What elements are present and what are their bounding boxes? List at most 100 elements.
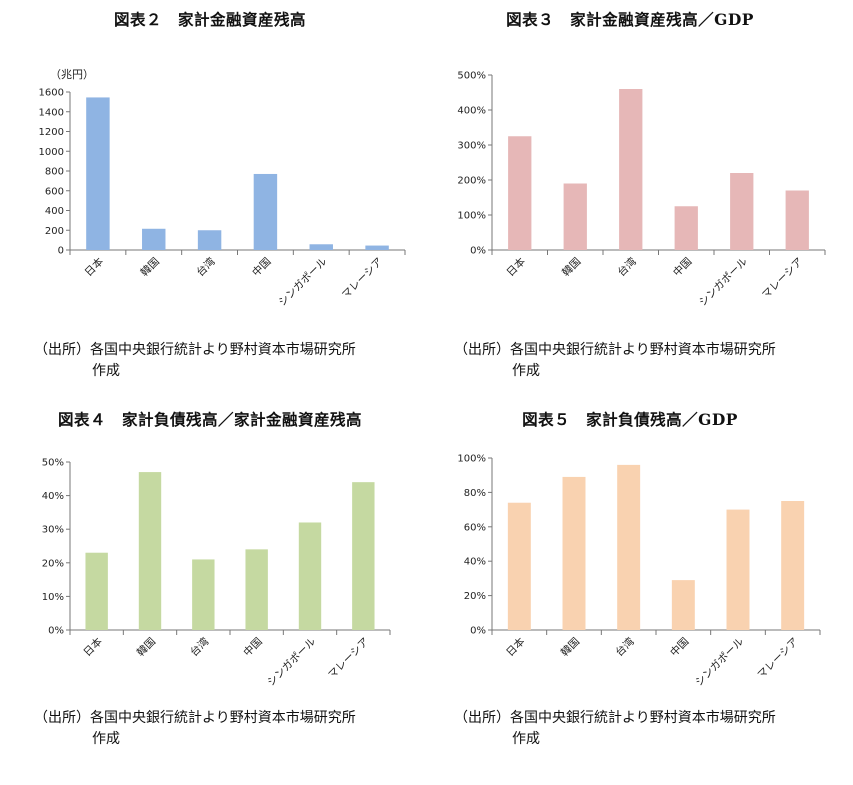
x-tick-label: マレーシア (760, 256, 805, 301)
bar-4 (298, 522, 322, 630)
y-tick-label: 1400 (39, 107, 64, 118)
bar-2 (192, 559, 215, 630)
y-tick-label: 200 (45, 226, 64, 237)
bar-chart-household-financial-assets: （兆円） 0 200 400 600 800 1000 1200 1400 1600 日本 韓国 台湾 中… (39, 68, 406, 309)
bar-2 (197, 230, 222, 250)
bar-3 (245, 549, 268, 630)
bar-0 (507, 502, 531, 630)
y-tick-label: 10% (42, 592, 64, 603)
source-line-1: （出所）各国中央銀行統計より野村資本市場研究所 (454, 710, 776, 726)
y-tick-label: 800 (45, 167, 64, 178)
x-tick-label: 韓国 (139, 256, 162, 279)
chart-panel-2: 図表２ 家計金融資産残高 （兆円） 0 200 400 600 800 1000 1200 14… (0, 0, 420, 385)
y-tick-label: 1000 (39, 147, 64, 158)
y-tick-label: 20% (42, 558, 64, 569)
y-tick-label: 40% (464, 557, 486, 568)
bar-chart-debt-to-assets: 0% 10% 20% 30% 40% 50% 日本 韓国 台湾 中国 シンガポール マレーシア (42, 458, 391, 689)
source-note: （出所）各国中央銀行統計より野村資本市場研究所 作成 (34, 708, 356, 750)
chart-panel-5: 図表５ 家計負債残高／GDP 0% 20% 40% 60% 80% 100% 日本 韓国 台湾 中… (420, 400, 840, 785)
y-tick-label: 80% (464, 488, 486, 499)
x-tick-label: 台湾 (194, 255, 218, 279)
bar-4 (730, 173, 754, 250)
chart-title: 図表３ 家計金融資産残高／GDP (506, 10, 754, 29)
bar-1 (142, 228, 166, 250)
bar-5 (785, 190, 809, 250)
source-line-2: 作成 (92, 731, 120, 747)
source-note: （出所）各国中央銀行統計より野村資本市場研究所 作成 (454, 340, 776, 382)
x-tick-label: 台湾 (187, 635, 211, 659)
y-tick-label: 1600 (39, 88, 64, 99)
y-tick-label: 0% (470, 626, 486, 637)
y-tick-label: 1200 (39, 127, 64, 138)
source-line-1: （出所）各国中央銀行統計より野村資本市場研究所 (34, 710, 356, 726)
bar-5 (365, 245, 389, 250)
y-tick-label: 400 (45, 206, 64, 217)
bar-3 (671, 580, 695, 630)
y-tick-label: 40% (42, 491, 64, 502)
x-tick-label: シンガポール (265, 636, 318, 689)
y-tick-label: 30% (42, 525, 64, 536)
source-note: （出所）各国中央銀行統計より野村資本市場研究所 作成 (454, 708, 776, 750)
bar-5 (781, 501, 805, 630)
source-line-2: 作成 (512, 731, 540, 747)
y-unit-label: （兆円） (50, 68, 94, 81)
source-line-2: 作成 (512, 363, 540, 379)
x-tick-label: シンガポール (276, 256, 329, 309)
x-tick-label: シンガポール (697, 256, 750, 309)
bar-3 (674, 206, 698, 250)
source-note: （出所）各国中央銀行統計より野村資本市場研究所 作成 (34, 340, 356, 382)
bar-4 (726, 509, 750, 630)
bar-1 (138, 472, 162, 630)
y-tick-label: 200% (457, 176, 486, 187)
x-tick-label: 日本 (503, 635, 527, 659)
source-line-1: （出所）各国中央銀行統計より野村資本市場研究所 (454, 342, 776, 358)
bar-5 (352, 482, 375, 630)
y-tick-label: 100% (457, 454, 486, 465)
y-tick-label: 100% (457, 211, 486, 222)
y-tick-label: 60% (464, 522, 486, 533)
bar-0 (86, 97, 110, 251)
bar-4 (309, 244, 333, 250)
y-tick-label: 20% (464, 591, 486, 602)
x-tick-label: 台湾 (615, 255, 639, 279)
chart-panel-3: 図表３ 家計金融資産残高／GDP 0% 100% 200% 300% 400% 500% 日… (420, 0, 840, 385)
y-tick-label: 600 (45, 186, 64, 197)
bar-0 (85, 552, 108, 630)
bar-1 (563, 183, 587, 250)
x-tick-label: 中国 (249, 255, 273, 279)
bar-1 (562, 476, 586, 630)
x-tick-label: マレーシア (326, 636, 371, 681)
x-tick-label: 日本 (504, 255, 528, 279)
chart-panel-4: 図表４ 家計負債残高／家計金融資産残高 0% 10% 20% 30% 40% 50% 日本 韓… (0, 400, 420, 785)
x-tick-label: シンガポール (693, 636, 746, 689)
y-tick-label: 300% (457, 141, 486, 152)
x-tick-label: 中国 (667, 635, 691, 659)
bar-2 (619, 89, 643, 250)
x-tick-label: 日本 (82, 255, 106, 279)
bar-chart-debt-to-gdp: 0% 20% 40% 60% 80% 100% 日本 韓国 台湾 中国 シンガポール マレーシア (457, 454, 821, 689)
x-tick-label: マレーシア (755, 636, 800, 681)
bar-2 (617, 464, 641, 630)
x-tick-label: 日本 (81, 635, 105, 659)
y-tick-label: 500% (457, 71, 486, 82)
y-tick-label: 0% (48, 626, 64, 637)
x-tick-label: 台湾 (613, 635, 637, 659)
x-tick-label: 韓国 (135, 636, 158, 659)
chart-title: 図表４ 家計負債残高／家計金融資産残高 (57, 410, 362, 429)
y-tick-label: 50% (42, 458, 64, 469)
x-tick-label: 韓国 (560, 256, 583, 279)
x-tick-label: 韓国 (559, 636, 582, 659)
chart-title: 図表２ 家計金融資産残高 (113, 10, 306, 29)
bar-3 (253, 173, 278, 250)
x-tick-label: 中国 (670, 255, 694, 279)
source-line-2: 作成 (92, 363, 120, 379)
bar-0 (508, 136, 532, 250)
x-tick-label: マレーシア (340, 256, 385, 301)
bar-chart-assets-to-gdp: 0% 100% 200% 300% 400% 500% 日本 韓国 台湾 中国 シンガポール マレーシ… (457, 71, 826, 309)
chart-title: 図表５ 家計負債残高／GDP (522, 410, 738, 429)
y-tick-label: 400% (457, 106, 486, 117)
y-tick-label: 0 (58, 246, 64, 257)
x-tick-label: 中国 (241, 635, 265, 659)
y-tick-label: 0% (470, 246, 486, 257)
source-line-1: （出所）各国中央銀行統計より野村資本市場研究所 (34, 342, 356, 358)
